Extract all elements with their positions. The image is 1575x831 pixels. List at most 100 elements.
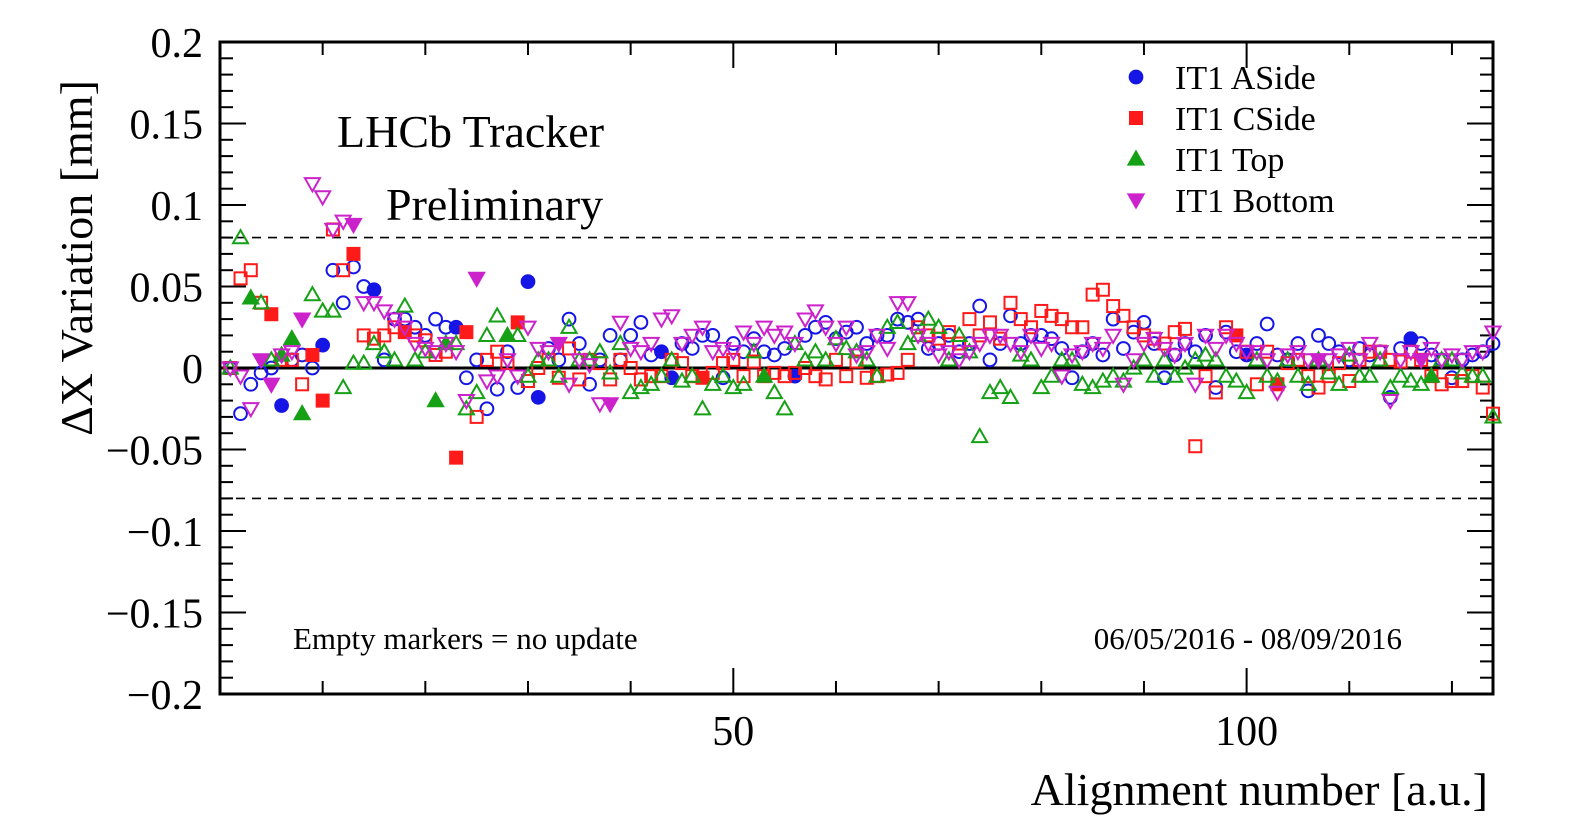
data-point (1259, 316, 1275, 332)
data-point (1483, 407, 1503, 424)
data-point (1237, 345, 1256, 362)
x-axis-label: Alignment number [a.u.] (1031, 764, 1488, 815)
data-point (826, 336, 846, 354)
data-point (305, 347, 320, 362)
data-point (818, 372, 833, 387)
data-point (919, 309, 938, 326)
data-point (264, 307, 279, 322)
data-point (377, 328, 392, 343)
y-tick-label: 0.1 (151, 184, 204, 230)
data-point (251, 353, 271, 370)
data-point (683, 366, 702, 383)
x-tick-label: 50 (712, 709, 754, 755)
legend-label: IT1 Top (1175, 142, 1284, 179)
data-point (767, 365, 782, 380)
data-point (1001, 336, 1020, 354)
data-point (408, 328, 423, 343)
data-point (346, 246, 361, 261)
data-point (631, 345, 651, 362)
data-point (459, 370, 474, 386)
preliminary-label: Preliminary (386, 179, 603, 230)
data-point (590, 342, 610, 359)
data-point (766, 347, 782, 363)
data-point (498, 353, 517, 370)
data-point (837, 320, 856, 337)
y-tick-label: −0.2 (127, 673, 203, 719)
data-point (477, 374, 497, 391)
data-point (405, 350, 425, 367)
data-point (1144, 366, 1164, 383)
data-point (703, 374, 722, 391)
data-point (1116, 341, 1131, 356)
data-point (1257, 353, 1277, 370)
data-point (529, 350, 548, 367)
data-point (623, 328, 639, 343)
legend-marker (1126, 193, 1146, 210)
data-point (325, 262, 341, 278)
data-point (1052, 369, 1072, 386)
y-tick-label: 0.15 (130, 103, 204, 149)
data-point (559, 317, 579, 334)
data-point (837, 338, 856, 356)
data-point (479, 352, 494, 367)
data-point (323, 301, 343, 318)
data-point (1062, 348, 1082, 365)
data-point (549, 336, 569, 354)
data-point (1062, 350, 1082, 367)
data-point (705, 365, 720, 380)
data-point (1473, 366, 1492, 383)
data-point (1186, 377, 1205, 394)
data-point (1196, 328, 1215, 345)
data-point (571, 336, 587, 351)
data-point (231, 228, 250, 245)
data-point (282, 329, 302, 346)
data-point (1095, 282, 1110, 297)
series-it1-aside (222, 259, 1501, 422)
data-point (652, 366, 671, 383)
data-point (1422, 341, 1441, 358)
data-point (1442, 350, 1462, 367)
data-point (878, 341, 897, 358)
data-point (313, 190, 332, 207)
data-point (356, 328, 371, 343)
data-point (1052, 350, 1072, 367)
y-axis-label: ΔX Variation [mm] (51, 80, 102, 436)
data-point (744, 336, 764, 354)
data-point (241, 402, 261, 419)
data-point (395, 320, 415, 337)
data-point (241, 288, 261, 305)
series-it1-top (221, 228, 1503, 444)
data-point (520, 274, 536, 289)
data-point (221, 361, 240, 378)
data-point (1116, 308, 1131, 323)
data-point (1434, 377, 1449, 392)
data-point (672, 336, 692, 354)
data-point (457, 393, 476, 411)
data-point (231, 369, 250, 386)
data-point (1044, 308, 1059, 323)
data-point (798, 361, 813, 375)
data-point (929, 317, 948, 334)
data-point (487, 369, 507, 386)
y-tick-label: 0.05 (130, 266, 204, 312)
data-point (898, 334, 918, 351)
data-point (1021, 328, 1041, 345)
data-point (1106, 299, 1121, 314)
data-point (797, 328, 813, 343)
date-range-label: 06/05/2016 - 08/09/2016 (1094, 621, 1402, 656)
data-point (1311, 328, 1326, 343)
data-point (1319, 363, 1338, 380)
data-point (641, 374, 661, 391)
data-point (806, 342, 825, 359)
y-tick-label: −0.1 (127, 510, 203, 556)
data-point (970, 336, 989, 354)
data-point (580, 358, 599, 375)
data-point (562, 341, 577, 356)
data-point (508, 369, 527, 386)
data-point (1208, 385, 1223, 400)
data-point (734, 374, 753, 391)
series-it1-bottom (221, 177, 1503, 419)
data-point (1042, 336, 1061, 354)
data-point (364, 334, 384, 351)
data-point (777, 369, 792, 384)
